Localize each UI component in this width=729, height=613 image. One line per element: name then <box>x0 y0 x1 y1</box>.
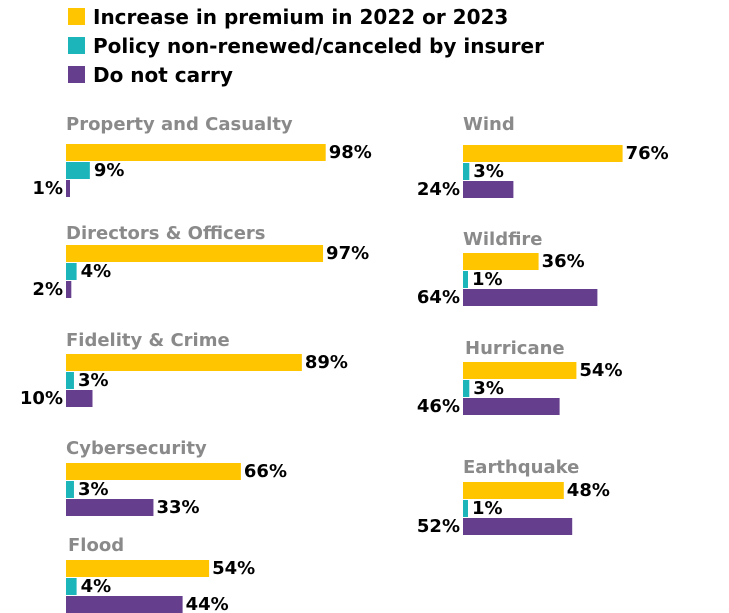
label-increase: 76% <box>626 143 669 164</box>
label-nonrenewed: 3% <box>473 378 504 399</box>
group-title: Earthquake <box>463 457 579 478</box>
group-title: Directors & Officers <box>66 223 266 244</box>
legend-swatch-increase <box>68 8 85 25</box>
bar-increase <box>463 482 564 499</box>
group-wind: Wind 76% 3% 24% <box>417 114 669 200</box>
group-fidelity-crime: Fidelity & Crime 89% 3% 10% <box>20 330 348 409</box>
bar-increase <box>66 463 241 480</box>
label-increase: 54% <box>579 360 622 381</box>
bar-nonrenewed <box>66 481 74 498</box>
bar-nonrenewed <box>463 163 470 180</box>
legend-swatch-donotcarry <box>68 66 85 83</box>
group-title: Property and Casualty <box>66 114 293 135</box>
label-nonrenewed: 1% <box>472 269 503 290</box>
bar-increase <box>463 253 539 270</box>
label-nonrenewed: 9% <box>94 160 125 181</box>
bar-nonrenewed <box>66 578 77 595</box>
label-donotcarry: 46% <box>417 396 460 417</box>
group-flood: Flood 54% 4% 44% <box>66 535 255 613</box>
label-increase: 54% <box>212 558 255 579</box>
label-donotcarry: 64% <box>417 287 460 308</box>
bar-donotcarry <box>66 180 70 197</box>
label-donotcarry: 1% <box>32 178 63 199</box>
bar-nonrenewed <box>66 372 74 389</box>
label-nonrenewed: 4% <box>81 261 112 282</box>
group-cybersecurity: Cybersecurity 66% 3% 33% <box>66 438 287 518</box>
group-title: Hurricane <box>465 338 565 359</box>
legend-item-donotcarry: Do not carry <box>68 63 233 87</box>
label-increase: 97% <box>326 243 369 264</box>
bar-donotcarry <box>463 518 573 535</box>
label-nonrenewed: 3% <box>473 161 504 182</box>
label-increase: 98% <box>329 142 372 163</box>
bar-increase <box>66 354 302 371</box>
label-donotcarry: 33% <box>156 497 199 518</box>
bar-nonrenewed <box>66 263 77 280</box>
group-title: Wind <box>463 114 515 135</box>
legend-item-increase: Increase in premium in 2022 or 2023 <box>68 5 508 29</box>
label-nonrenewed: 3% <box>78 479 109 500</box>
group-directors-officers: Directors & Officers 97% 4% 2% <box>32 223 369 300</box>
legend-swatch-nonrenewed <box>68 37 85 54</box>
label-increase: 48% <box>567 480 610 501</box>
bar-increase <box>463 362 577 379</box>
bar-donotcarry <box>463 398 560 415</box>
label-increase: 89% <box>305 352 348 373</box>
group-title: Cybersecurity <box>66 438 207 459</box>
bar-donotcarry <box>66 596 183 613</box>
label-donotcarry: 10% <box>20 388 63 409</box>
group-title: Wildfire <box>463 229 543 250</box>
bar-nonrenewed <box>463 500 468 517</box>
bar-increase <box>66 245 324 262</box>
legend-label-increase: Increase in premium in 2022 or 2023 <box>93 5 508 29</box>
bar-increase <box>66 144 326 161</box>
label-increase: 36% <box>542 251 585 272</box>
group-title: Flood <box>68 535 124 556</box>
label-nonrenewed: 3% <box>78 370 109 391</box>
bar-nonrenewed <box>463 380 470 397</box>
label-donotcarry: 24% <box>417 179 460 200</box>
label-donotcarry: 44% <box>186 594 229 613</box>
bar-donotcarry <box>66 499 154 516</box>
chart-groups: Property and Casualty 98% 9% 1% Directors & … <box>20 114 669 613</box>
group-hurricane: Hurricane 54% 3% 46% <box>417 338 623 417</box>
bar-donotcarry <box>66 281 72 298</box>
label-increase: 66% <box>244 461 287 482</box>
label-nonrenewed: 4% <box>81 576 112 597</box>
legend-item-nonrenewed: Policy non-renewed/canceled by insurer <box>68 34 544 58</box>
group-title: Fidelity & Crime <box>66 330 230 351</box>
bar-donotcarry <box>66 390 93 407</box>
bar-donotcarry <box>463 181 514 198</box>
bar-increase <box>463 145 623 162</box>
bar-nonrenewed <box>66 162 90 179</box>
label-nonrenewed: 1% <box>472 498 503 519</box>
legend: Increase in premium in 2022 or 2023 Polic… <box>68 5 544 87</box>
label-donotcarry: 2% <box>32 279 63 300</box>
label-donotcarry: 52% <box>417 516 460 537</box>
legend-label-nonrenewed: Policy non-renewed/canceled by insurer <box>93 34 544 58</box>
bar-donotcarry <box>463 289 598 306</box>
legend-label-donotcarry: Do not carry <box>93 63 233 87</box>
group-property-and-casualty: Property and Casualty 98% 9% 1% <box>32 114 371 199</box>
bar-increase <box>66 560 210 577</box>
bar-nonrenewed <box>463 271 468 288</box>
